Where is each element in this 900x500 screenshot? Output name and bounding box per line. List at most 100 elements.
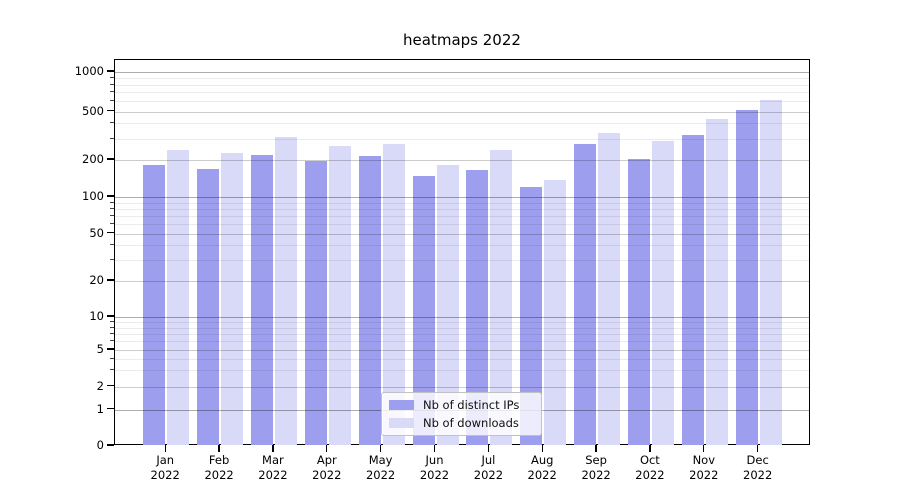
y-tick-label: 1000 (74, 64, 104, 78)
bar-distinct-ips (520, 186, 543, 445)
legend: Nb of distinct IPs Nb of downloads (381, 392, 542, 436)
bar-downloads (705, 118, 728, 445)
grid-line-major (115, 233, 809, 235)
y-tick-minor (110, 201, 114, 203)
y-tick-label: 20 (89, 273, 104, 287)
y-tick-minor (110, 340, 114, 342)
bar-distinct-ips (412, 176, 435, 445)
grid-line-minor (115, 358, 809, 360)
chart-title: heatmaps 2022 (403, 31, 521, 49)
legend-item-distinct-ips: Nb of distinct IPs (389, 398, 534, 413)
x-tick-label: Sep 2022 (581, 453, 611, 482)
bar-downloads (490, 150, 513, 445)
y-tick-minor (110, 259, 114, 260)
x-tick-label: Mar 2022 (258, 453, 288, 482)
x-tick-label: Oct 2022 (635, 453, 665, 482)
bar-distinct-ips (627, 158, 650, 445)
y-tick-minor (110, 77, 114, 78)
bar-distinct-ips (304, 161, 327, 445)
grid-line-major (115, 281, 809, 282)
y-tick-minor (110, 333, 114, 334)
grid-line-minor (115, 208, 809, 210)
grid-line-minor (115, 370, 809, 372)
y-tick-minor (110, 100, 114, 102)
x-tick-label: Aug 2022 (527, 453, 557, 482)
grid-line-major (115, 317, 809, 318)
y-tick (107, 444, 114, 446)
grid-line-minor (115, 223, 809, 225)
bar-distinct-ips (250, 155, 273, 445)
grid-line-minor (115, 245, 809, 247)
y-tick (107, 407, 114, 410)
y-tick-minor (110, 321, 114, 322)
x-tick (757, 445, 759, 452)
x-tick (326, 445, 328, 452)
grid-line-minor (115, 101, 809, 103)
y-tick-label: 1 (96, 401, 104, 416)
legend-item-downloads: Nb of downloads (389, 416, 534, 431)
bars-layer (115, 60, 809, 445)
y-tick-minor (110, 207, 114, 209)
y-tick-minor (110, 122, 114, 124)
y-tick-minor (110, 369, 114, 371)
x-tick-label: Jun 2022 (419, 453, 450, 482)
y-tick (107, 315, 114, 317)
grid-line-minor (115, 202, 809, 204)
y-tick-minor (110, 326, 114, 328)
bar-downloads (274, 136, 297, 445)
y-tick (107, 109, 114, 112)
y-tick (107, 195, 114, 197)
legend-swatch-distinct-ips (389, 400, 414, 410)
x-tick-label: Feb 2022 (204, 453, 234, 482)
x-tick (703, 445, 705, 452)
x-tick-label: Apr 2022 (312, 453, 342, 482)
bar-distinct-ips (735, 109, 758, 445)
y-tick-label: 200 (82, 152, 104, 166)
grid-line-minor (115, 123, 809, 125)
y-tick-minor (110, 214, 114, 216)
grid-line-minor (115, 138, 809, 140)
legend-swatch-downloads (389, 418, 414, 428)
bar-distinct-ips (681, 135, 704, 445)
y-tick-minor (110, 91, 114, 93)
x-tick-label: Nov 2022 (689, 453, 719, 482)
y-tick-minor (110, 137, 114, 139)
plot-area (114, 59, 810, 445)
bar-distinct-ips (197, 169, 220, 445)
grid-line-minor (115, 322, 809, 323)
x-tick (433, 445, 436, 452)
y-tick-label: 0 (96, 438, 104, 452)
bar-downloads (221, 152, 244, 445)
grid-line-minor (115, 334, 809, 335)
y-tick (107, 231, 114, 234)
bar-downloads (651, 140, 674, 445)
bar-distinct-ips (466, 169, 489, 445)
grid-line-major (115, 111, 809, 113)
y-tick (107, 279, 114, 281)
grid-line-minor (115, 341, 809, 343)
x-tick (164, 445, 166, 452)
legend-label-downloads: Nb of downloads (423, 415, 519, 430)
bar-downloads (598, 133, 621, 445)
x-tick (595, 445, 597, 452)
y-tick-label: 5 (96, 342, 104, 356)
x-tick-label: Jan 2022 (150, 453, 180, 482)
grid-line-major (115, 197, 809, 198)
grid-line-minor (115, 92, 809, 94)
legend-label-distinct-ips: Nb of distinct IPs (423, 397, 520, 412)
bar-distinct-ips (143, 165, 166, 445)
grid-layer (115, 60, 809, 444)
y-tick-label: 100 (82, 189, 104, 203)
grid-line-minor (115, 260, 809, 261)
bar-distinct-ips (574, 143, 597, 445)
y-tick (107, 158, 114, 160)
y-tick (107, 348, 114, 350)
x-tick (541, 445, 543, 452)
y-tick (107, 70, 114, 72)
y-tick-minor (110, 357, 114, 359)
x-tick-label: Dec 2022 (743, 453, 773, 482)
x-tick (379, 445, 382, 452)
grid-line-major (115, 386, 809, 388)
x-tick-label: Jul 2022 (473, 453, 504, 482)
